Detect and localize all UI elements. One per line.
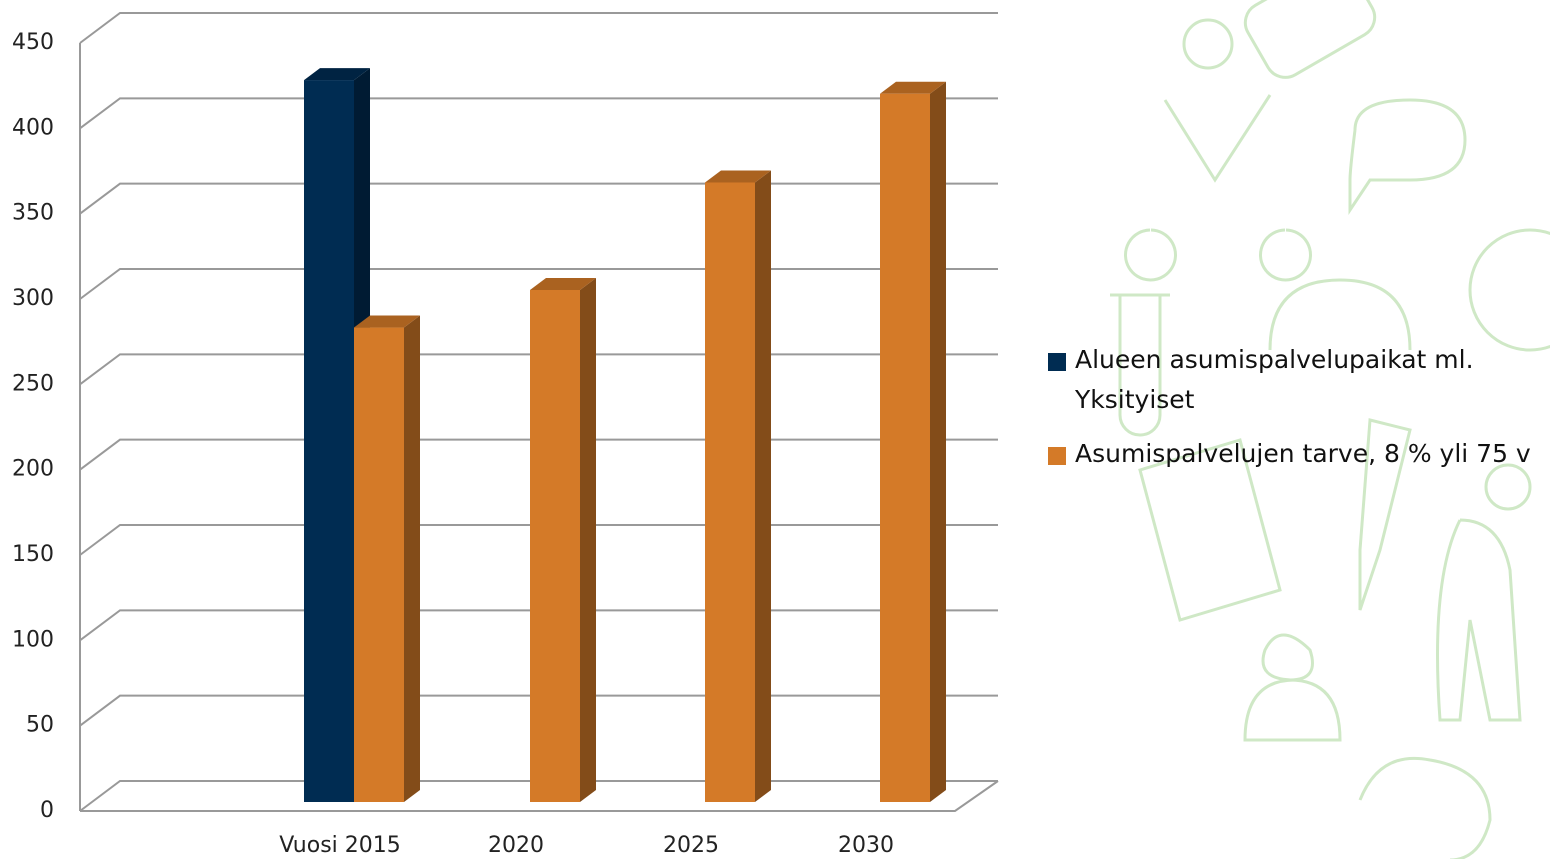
bar-front — [530, 290, 580, 802]
bar — [880, 82, 946, 802]
y-tick-label: 200 — [12, 457, 54, 482]
y-tick-label: 300 — [12, 286, 54, 311]
y-tick-label: 100 — [12, 627, 54, 652]
x-tick-label: Vuosi 2015 — [279, 833, 401, 858]
legend-label: Alueen asumispalvelupaikat ml. Yksityise… — [1075, 345, 1474, 414]
bar-front — [880, 94, 930, 802]
legend-item: Asumispalvelujen tarve, 8 % yli 75 v — [1048, 434, 1548, 474]
y-tick-label: 250 — [12, 371, 54, 396]
bar-front — [354, 328, 404, 802]
bar-side — [930, 82, 946, 802]
legend: Alueen asumispalvelupaikat ml. Yksityise… — [1048, 340, 1548, 488]
bar-side — [580, 278, 596, 802]
page: 0 50 100 150 200 250 300 350 400 450 Vuosi 2015 202… — [0, 0, 1550, 859]
grid-line — [80, 184, 998, 214]
legend-swatch — [1048, 447, 1066, 465]
plot-area: 0 50 100 150 200 250 300 350 400 450 Vuosi 2015 202… — [12, 13, 998, 858]
legend-item: Alueen asumispalvelupaikat ml. Yksityise… — [1048, 340, 1548, 420]
y-tick-label: 450 — [12, 30, 54, 55]
y-tick-label: 150 — [12, 542, 54, 567]
bar — [354, 316, 420, 802]
grid-line — [80, 13, 998, 43]
y-tick-label: 400 — [12, 115, 54, 140]
legend-swatch — [1048, 353, 1066, 371]
x-tick-label: 2030 — [838, 833, 894, 858]
x-tick-label: 2020 — [488, 833, 544, 858]
bar-front — [705, 182, 755, 802]
y-tick-label: 50 — [26, 713, 54, 738]
x-tick-label: 2025 — [663, 833, 719, 858]
legend-label: Asumispalvelujen tarve, 8 % yli 75 v — [1075, 439, 1531, 468]
bar-side — [404, 316, 420, 802]
grid-line — [80, 98, 998, 128]
y-tick-label: 0 — [40, 798, 54, 823]
bar-front — [304, 80, 354, 802]
bar-side — [755, 170, 771, 802]
bar — [530, 278, 596, 802]
y-tick-label: 350 — [12, 201, 54, 226]
bar — [705, 170, 771, 802]
